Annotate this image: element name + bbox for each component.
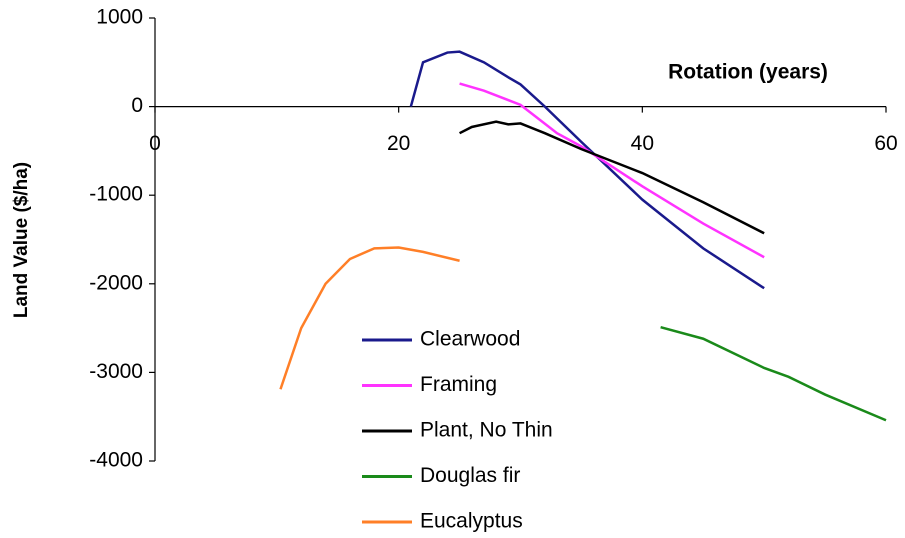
line: [279, 246, 460, 390]
legend-label: Douglas fir: [420, 464, 520, 487]
legend-label: Framing: [420, 373, 497, 396]
y-axis-label: Land Value ($/ha): [11, 162, 32, 318]
x-axis-label: Rotation (years): [668, 61, 828, 84]
line: [459, 120, 765, 235]
x-tick-label: 40: [631, 132, 654, 155]
line: [409, 50, 765, 290]
line: [459, 82, 765, 259]
y-tick-label: -1000: [89, 183, 143, 206]
legend-label: Clearwood: [420, 328, 520, 351]
legend-label: Plant, No Thin: [420, 419, 553, 442]
x-tick-label: 20: [387, 132, 410, 155]
y-tick-label: 0: [131, 94, 143, 117]
y-tick-label: -3000: [89, 360, 143, 383]
x-tick-label: 60: [874, 132, 897, 155]
line: [660, 326, 887, 422]
y-tick-label: -4000: [89, 449, 143, 472]
y-tick-label: -2000: [89, 271, 143, 294]
legend-label: Eucalyptus: [420, 510, 523, 533]
x-tick-label: 0: [149, 132, 161, 155]
y-tick-label: 1000: [96, 6, 143, 29]
